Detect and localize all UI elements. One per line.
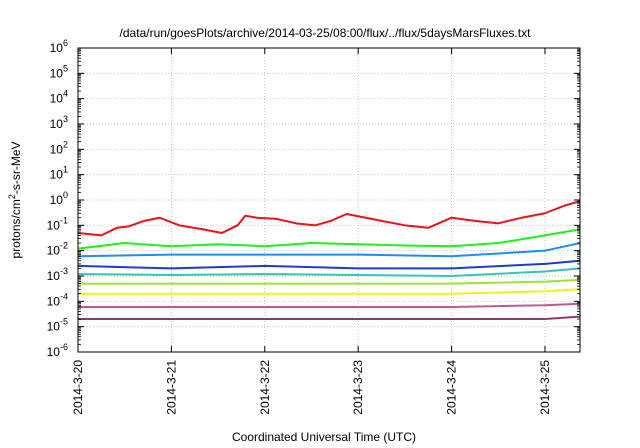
chart-title: /data/run/goesPlots/archive/2014-03-25/0… [120,26,532,40]
y-axis-label-base: protons/cm [9,199,23,258]
series-line-9 [78,315,581,321]
y-tick-base: 10 [47,269,61,283]
y-tick-exp: -3 [60,266,68,276]
y-tick-exp: 0 [63,190,68,200]
series-layer [77,200,581,321]
series-line-6 [78,278,581,285]
y-tick-base: 10 [50,41,64,55]
series-line-8 [78,302,581,308]
y-axis-label-sup: 2 [7,194,17,199]
y-tick-label: 10-5 [47,317,68,334]
y-tick-exp: 5 [63,63,68,73]
y-tick-exp: 4 [63,89,68,99]
y-tick-base: 10 [50,193,64,207]
y-tick-exp: -4 [60,291,68,301]
series-line-5 [77,267,581,277]
plot-frame [77,47,581,353]
x-tick-label: 2014-3-25 [538,360,552,415]
series-line-1 [77,200,581,237]
y-tick-exp: -2 [60,241,68,251]
y-tick-label: 104 [50,89,68,106]
y-tick-base: 10 [47,320,61,334]
y-axis-label-rest: -s-sr-MeV [9,141,23,194]
y-tick-exp: 2 [63,139,68,149]
y-tick-exp: -5 [60,317,68,327]
series-line-7 [78,288,581,295]
y-tick-base: 10 [47,218,61,232]
y-tick-label: 102 [50,139,68,156]
y-tick-exp: 6 [63,38,68,48]
y-tick-base: 10 [47,244,61,258]
y-tick-exp: 3 [63,114,68,124]
y-tick-label: 103 [50,114,68,131]
series-line-3 [77,242,581,258]
y-tick-exp: -6 [60,342,68,352]
y-tick-label: 10-1 [47,215,68,232]
y-tick-exp: -1 [60,215,68,225]
x-tick-label: 2014-3-23 [351,360,365,415]
y-tick-base: 10 [50,168,64,182]
x-tick-label: 2014-3-22 [258,360,272,415]
y-tick-base: 10 [50,66,64,80]
y-tick-label: 10-2 [47,241,68,258]
series-line-2 [77,228,581,250]
y-tick-base: 10 [50,117,64,131]
y-tick-base: 10 [50,92,64,106]
y-tick-label: 10-3 [47,266,68,283]
y-tick-label: 106 [50,38,68,55]
y-tick-exp: 1 [63,165,68,175]
y-axis-label: protons/cm2-s-sr-MeV [7,141,23,258]
x-tick-label: 2014-3-21 [164,360,178,415]
y-tick-labels: 10610510410310210110010-110-210-310-410-… [47,38,68,359]
y-tick-label: 100 [50,190,68,207]
y-tick-label: 10-6 [47,342,68,359]
series-line-4 [77,259,581,270]
y-tick-label: 101 [50,165,68,182]
x-tick-labels: 2014-3-20 2014-3-21 2014-3-22 2014-3-23 2014… [71,360,552,415]
x-axis-label: Coordinated Universal Time (UTC) [232,430,416,444]
x-tick-label: 2014-3-20 [71,360,85,415]
y-tick-base: 10 [50,142,64,156]
y-tick-label: 105 [50,63,68,80]
y-tick-label: 10-4 [47,291,68,308]
y-tick-base: 10 [47,345,61,359]
x-tick-label: 2014-3-24 [445,360,459,415]
y-tick-base: 10 [47,294,61,308]
